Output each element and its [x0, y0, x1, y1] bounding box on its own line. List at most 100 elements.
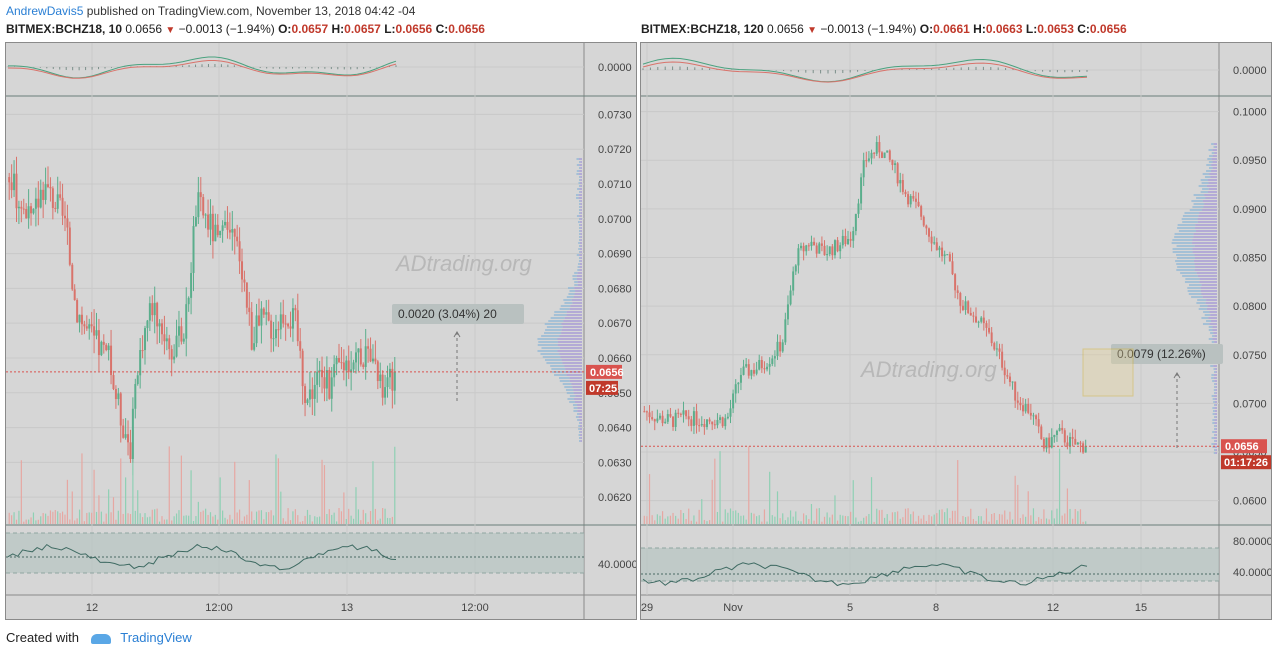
- volume-profile-bar: [1212, 422, 1215, 424]
- volume-bar: [857, 521, 860, 524]
- volume-profile-bar: [1176, 245, 1195, 247]
- volume-profile-bar: [578, 194, 582, 196]
- volume-profile-bar: [1192, 206, 1204, 208]
- volume-profile-bar: [578, 248, 580, 250]
- tradingview-link[interactable]: TradingView: [120, 630, 192, 645]
- candle-body: [988, 327, 991, 333]
- volume-bar: [386, 517, 389, 524]
- volume-profile-bar: [1198, 185, 1207, 187]
- price-tick-label: 0.0900: [1233, 204, 1267, 216]
- candle-body: [226, 221, 229, 230]
- volume-bar: [37, 519, 39, 524]
- volume-profile-bar: [579, 233, 581, 235]
- volume-profile-bar: [577, 407, 582, 409]
- volume-bar: [32, 512, 35, 524]
- candle-body: [165, 338, 168, 342]
- candle-body: [342, 362, 345, 371]
- candle-body: [742, 366, 745, 375]
- volume-profile-bar: [1208, 188, 1217, 190]
- volume-profile-bar: [559, 380, 570, 382]
- arrow-head-icon: [453, 331, 461, 338]
- volume-bar: [190, 470, 192, 524]
- volume-bar: [1038, 517, 1040, 524]
- volume-bar: [787, 517, 789, 524]
- volume-profile-bar: [1200, 191, 1208, 193]
- volume-bar: [292, 511, 294, 524]
- volume-profile-bar: [569, 401, 575, 403]
- volume-bar: [685, 518, 687, 524]
- volume-bar: [907, 508, 909, 524]
- candle-body: [993, 343, 996, 350]
- candle-body: [253, 343, 256, 350]
- candle-body: [272, 338, 275, 340]
- candle-body: [340, 362, 343, 364]
- volume-bar: [15, 519, 18, 524]
- candle-body: [805, 245, 808, 252]
- candle-body: [750, 370, 753, 376]
- candle-body: [666, 414, 669, 422]
- volume-bar: [61, 511, 64, 524]
- volume-bar: [297, 515, 299, 524]
- candle-body: [831, 246, 834, 256]
- volume-profile-bar: [1209, 311, 1217, 313]
- candle-body: [367, 346, 370, 349]
- volume-bar: [805, 515, 807, 524]
- candle-body: [22, 208, 25, 210]
- volume-profile-bar: [579, 422, 581, 424]
- candle-body: [833, 240, 836, 256]
- volume-bar: [285, 521, 287, 524]
- right-chart-panel[interactable]: 0.1000 0.0950 0.0900 0.0850 0.0800 0.0750 0.07…: [640, 42, 1272, 620]
- low-label: L:: [1025, 22, 1038, 36]
- volume-bar: [183, 515, 185, 524]
- volume-profile-bar: [1210, 332, 1214, 334]
- candle-body: [708, 419, 711, 422]
- candle-body: [371, 358, 374, 362]
- volume-profile-bar: [577, 266, 580, 268]
- volume-profile-bar: [1193, 203, 1205, 205]
- candle-body: [129, 442, 132, 459]
- candle-body: [112, 375, 115, 390]
- volume-profile-bar: [577, 269, 580, 271]
- volume-profile-bar: [579, 212, 581, 214]
- volume-profile-bar: [559, 335, 582, 337]
- volume-bar: [127, 513, 129, 524]
- volume-profile-bar: [578, 416, 582, 418]
- volume-profile-bar: [580, 251, 582, 253]
- volume-bar: [166, 519, 168, 524]
- volume-bar: [78, 509, 81, 524]
- volume-profile-bar: [1211, 152, 1215, 154]
- volume-bar: [951, 510, 954, 524]
- volume-profile-bar: [1214, 422, 1217, 424]
- volume-bar: [881, 509, 883, 524]
- candle-body: [316, 371, 319, 385]
- candle-body: [68, 227, 71, 265]
- volume-bar: [25, 519, 27, 524]
- volume-profile-bar: [578, 221, 580, 223]
- volume-bar: [258, 510, 260, 524]
- volume-profile-bar: [579, 257, 581, 259]
- volume-profile-bar: [1208, 329, 1213, 331]
- candle-body: [658, 415, 661, 419]
- volume-profile-bar: [576, 158, 579, 160]
- volume-profile-bar: [1202, 188, 1209, 190]
- rsi-tick-label: 40.0000: [1233, 567, 1272, 579]
- candle-body: [943, 254, 946, 257]
- candle-body: [59, 194, 62, 198]
- volume-profile-bar: [580, 245, 582, 247]
- volume-bar: [667, 516, 669, 524]
- price-tick-label: 0.0950: [1233, 155, 1267, 167]
- volume-profile-bar: [1215, 383, 1217, 385]
- volume-profile-bar: [1212, 446, 1215, 448]
- volume-bar: [202, 510, 204, 524]
- volume-bar: [161, 516, 163, 524]
- volume-bar: [134, 510, 136, 524]
- volume-profile-bar: [1210, 170, 1217, 172]
- right-symbol: BITMEX:BCHZ18, 120: [641, 22, 764, 36]
- author-link[interactable]: AndrewDavis5: [6, 4, 84, 18]
- volume-bar: [868, 513, 870, 524]
- volume-profile-bar: [1206, 185, 1217, 187]
- candle-body: [182, 338, 185, 342]
- left-chart-panel[interactable]: 0.0730 0.0720 0.0710 0.0700 0.0690 0.0680 0.06…: [5, 42, 637, 620]
- volume-profile-bar: [1212, 329, 1217, 331]
- volume-bar: [1064, 513, 1066, 524]
